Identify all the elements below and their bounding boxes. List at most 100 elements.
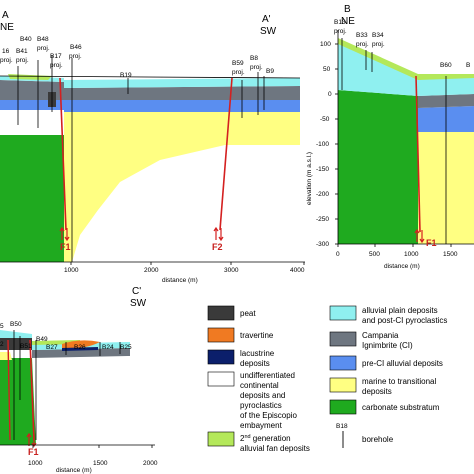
a-bh-label: proj. — [250, 64, 263, 71]
a-bh-label: B8 — [250, 55, 258, 62]
a-x-tick: 2000 — [144, 267, 159, 274]
c-fault — [7, 339, 11, 441]
legend-swatch-alluvial-plain — [329, 305, 357, 321]
c-bh-label: B51 — [20, 343, 32, 350]
c-x-axis-label: distance (m) — [56, 467, 92, 474]
panel-a-section: F1 F2 1000 2000 3000 4000 distance (m) A… — [0, 10, 305, 284]
c-bh-label: 5 — [0, 323, 4, 330]
a-bh-label: B40 — [20, 36, 32, 43]
c-travertine — [62, 340, 100, 349]
legend-swatch-marine — [329, 377, 357, 393]
legend-label: continental — [240, 381, 279, 390]
b-x-tick: 500 — [369, 251, 380, 258]
a-fault-label-f1: F1 — [60, 242, 71, 252]
a-x-tick: 4000 — [290, 267, 305, 274]
b-y-tick-label: -200 — [316, 191, 329, 198]
a-bh-label: proj. — [0, 57, 13, 64]
a-bh-label: proj. — [16, 57, 29, 64]
a-alluvial-plain — [64, 78, 300, 88]
c-bh-label: B27 — [46, 344, 58, 351]
a-pre-ci — [64, 100, 300, 112]
legend-borehole-label: borehole — [362, 435, 394, 444]
b-y-tick-label: 50 — [323, 66, 331, 73]
a-x-tick: 1000 — [64, 267, 79, 274]
legend-label: deposits — [362, 387, 392, 396]
a-bh-label: proj. — [69, 53, 82, 60]
c-fault-f1 — [29, 339, 35, 441]
legend: peat travertine lacustrine deposits undi… — [207, 305, 447, 453]
c-x-tick: 2000 — [143, 460, 158, 467]
b-y-tick-label: 0 — [328, 91, 332, 98]
legend-swatch-alluvial-fan — [207, 431, 235, 447]
legend-label: pyroclastics — [240, 401, 282, 410]
a-fault-arrow-f2 — [213, 226, 224, 242]
b-bh-label: B60 — [440, 62, 452, 69]
b-bh-label: B13 — [334, 19, 346, 26]
a-end-right-dir: SW — [260, 26, 277, 37]
c-bh-label: 2 — [0, 341, 4, 348]
legend-swatch-lacustrine — [207, 349, 235, 365]
c-x-tick: 1500 — [93, 460, 108, 467]
legend-label: Campania — [362, 331, 399, 340]
b-bh-label: B — [466, 62, 470, 69]
a-end-left-dir: NE — [0, 22, 14, 33]
legend-label: Ignimbrite (CI) — [362, 341, 413, 350]
legend-label: of the Episcopio — [240, 411, 297, 420]
legend-borehole-id: B18 — [336, 423, 348, 430]
a-end-left-letter: A — [2, 10, 9, 21]
legend-label: deposits — [240, 359, 270, 368]
legend-label: peat — [240, 309, 256, 318]
legend-label: 2nd generation — [240, 434, 291, 443]
a-fan — [8, 74, 52, 80]
c-bh-label: B26 — [74, 344, 86, 351]
b-y-tick-label: -50 — [320, 116, 330, 123]
a-bh-label: proj. — [50, 62, 63, 69]
b-end-dir: NE — [341, 16, 355, 27]
a-bh-label: B19 — [120, 72, 132, 79]
panel-c-section: F1 1000 1500 2000 distance (m) C' SW B50… — [0, 286, 158, 474]
legend-label: lacustrine — [240, 349, 275, 358]
a-bh-label: B46 — [70, 44, 82, 51]
legend-swatch-travertine — [207, 327, 235, 343]
legend-label: travertine — [240, 331, 274, 340]
a-bh-label: proj. — [232, 69, 245, 76]
legend-swatch-carbonate — [329, 399, 357, 415]
c-ci — [32, 348, 130, 358]
b-y-axis-label: elevation (m a.s.l.) — [306, 152, 313, 205]
legend-label: pre-CI alluvial deposits — [362, 359, 443, 368]
a-fault-f2 — [219, 77, 233, 231]
a-bh-label: B48 — [37, 36, 49, 43]
c-bh-label: B24 — [102, 344, 114, 351]
b-x-tick: 1000 — [404, 251, 419, 258]
legend-label: deposits and — [240, 391, 285, 400]
b-x-tick: 1500 — [443, 251, 458, 258]
c-x-tick: 1000 — [28, 460, 43, 467]
a-marine — [64, 110, 300, 262]
a-bh-label: 16 — [2, 48, 10, 55]
a-ci — [64, 86, 300, 100]
c-end-dir: SW — [130, 298, 147, 309]
b-bh-label: proj. — [372, 41, 385, 48]
legend-label: alluvial plain deposits — [362, 306, 438, 315]
b-y-ticks — [335, 43, 338, 245]
b-fault-label: F1 — [426, 238, 437, 248]
c-end-letter: C' — [132, 286, 141, 297]
a-bh-label: B9 — [266, 68, 274, 75]
b-carbonate — [338, 90, 418, 244]
a-fault-label-f2: F2 — [212, 242, 223, 252]
legend-label: marine to transitional — [362, 377, 436, 386]
a-end-right-letter: A' — [262, 14, 271, 25]
a-bh-label: proj. — [37, 45, 50, 52]
b-bh-label: B34 — [372, 32, 384, 39]
c-left-top — [0, 330, 32, 338]
a-x-tick: 3000 — [224, 267, 239, 274]
b-y-tick-label: 100 — [320, 41, 331, 48]
c-bh-label: B25 — [120, 344, 132, 351]
a-fault-arrow-f1 — [59, 226, 70, 242]
c-bh-label: B49 — [36, 336, 48, 343]
a-carbonate — [0, 135, 64, 262]
b-bh-label: B33 — [356, 32, 368, 39]
a-fault-f1 — [59, 77, 67, 231]
c-lacustrine — [62, 347, 98, 351]
